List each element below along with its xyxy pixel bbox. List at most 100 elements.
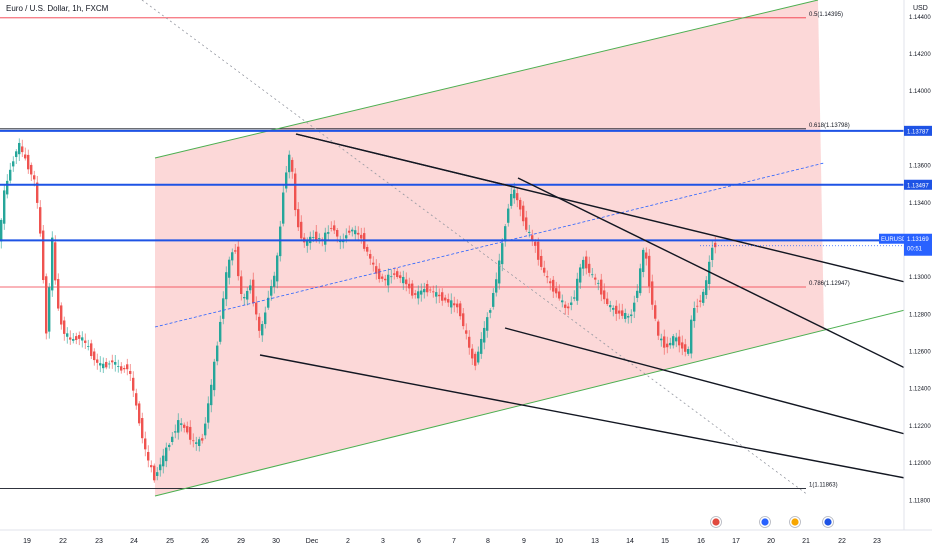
time-tick-6: 29 bbox=[237, 538, 245, 545]
time-tick-4: 25 bbox=[166, 538, 174, 545]
candle-body-199 bbox=[597, 282, 600, 284]
candle-body-10 bbox=[30, 164, 33, 175]
candle-body-16 bbox=[48, 287, 51, 332]
price-tick-2: 1.14000 bbox=[909, 89, 931, 95]
candle-body-68 bbox=[204, 423, 207, 436]
candle-body-43 bbox=[129, 370, 132, 374]
candle-body-213 bbox=[639, 268, 642, 294]
candle-body-72 bbox=[216, 345, 219, 362]
candle-body-150 bbox=[450, 300, 453, 308]
candle-body-18 bbox=[54, 242, 57, 281]
candle-body-201 bbox=[603, 290, 606, 300]
time-tick-20: 17 bbox=[732, 538, 740, 545]
candle-body-79 bbox=[237, 246, 240, 277]
time-tick-12: 7 bbox=[452, 538, 456, 545]
price-tick-9: 1.12600 bbox=[909, 350, 931, 356]
candle-body-235 bbox=[705, 280, 708, 296]
candle-body-138 bbox=[414, 293, 417, 295]
candle-body-228 bbox=[684, 344, 687, 352]
candle-body-216 bbox=[648, 255, 651, 287]
candle-body-73 bbox=[219, 321, 222, 342]
fib-label-0: 0.5(1.14395) bbox=[809, 12, 843, 18]
candle-body-148 bbox=[444, 297, 447, 301]
candle-body-223 bbox=[669, 342, 672, 346]
symbol-title: Euro / U.S. Dollar, 1h, FXCM bbox=[6, 4, 109, 13]
time-tick-19: 16 bbox=[697, 538, 705, 545]
candle-body-7 bbox=[21, 146, 24, 153]
candle-body-175 bbox=[525, 217, 528, 230]
candle-body-187 bbox=[561, 300, 564, 303]
candle-body-62 bbox=[186, 426, 189, 433]
candle-body-192 bbox=[576, 278, 579, 301]
candle-body-87 bbox=[261, 324, 264, 336]
candle-body-145 bbox=[435, 292, 438, 297]
candle-body-97 bbox=[291, 159, 294, 172]
candle-body-224 bbox=[672, 336, 675, 346]
candle-body-24 bbox=[72, 338, 75, 341]
candle-body-141 bbox=[423, 289, 426, 293]
candle-body-164 bbox=[492, 292, 495, 307]
candle-body-153 bbox=[459, 303, 462, 317]
time-tick-1: 22 bbox=[59, 538, 67, 545]
candle-body-214 bbox=[642, 249, 645, 272]
candle-body-156 bbox=[468, 336, 471, 348]
candle-body-128 bbox=[384, 278, 387, 281]
price-tick-13: 1.11800 bbox=[909, 498, 931, 504]
candle-body-143 bbox=[429, 289, 432, 291]
candle-body-92 bbox=[276, 255, 279, 282]
candle-body-185 bbox=[555, 288, 558, 294]
candle-body-220 bbox=[660, 338, 663, 341]
candle-body-17 bbox=[51, 237, 54, 291]
key-level-tag-0 bbox=[904, 125, 932, 136]
candle-body-91 bbox=[273, 275, 276, 287]
candle-body-204 bbox=[612, 307, 615, 310]
candle-body-195 bbox=[585, 256, 588, 269]
candle-body-56 bbox=[168, 444, 171, 448]
candle-body-230 bbox=[690, 319, 693, 354]
candle-body-186 bbox=[558, 291, 561, 299]
flag-icon-eu bbox=[789, 516, 801, 528]
time-tick-17: 14 bbox=[626, 538, 634, 545]
event-icon-2 bbox=[759, 516, 771, 528]
price-tick-7: 1.13000 bbox=[909, 275, 931, 281]
candle-body-96 bbox=[288, 154, 291, 173]
candle-body-58 bbox=[174, 431, 177, 433]
candle-body-166 bbox=[498, 260, 501, 284]
candle-body-39 bbox=[117, 366, 120, 367]
price-tick-12: 1.12000 bbox=[909, 461, 931, 467]
candle-body-179 bbox=[537, 241, 540, 260]
candle-body-122 bbox=[366, 246, 369, 252]
trend-line-2 bbox=[295, 133, 515, 188]
price-tick-1: 1.14200 bbox=[909, 52, 931, 58]
price-tick-5: 1.13400 bbox=[909, 201, 931, 207]
time-tick-15: 10 bbox=[555, 538, 563, 545]
candle-body-130 bbox=[390, 276, 393, 278]
key-level-tag-label-1: 1.13497 bbox=[907, 183, 929, 189]
candle-body-61 bbox=[183, 424, 186, 428]
candle-body-105 bbox=[315, 231, 318, 241]
time-tick-2: 23 bbox=[95, 538, 103, 545]
candle-body-169 bbox=[507, 208, 510, 223]
candle-body-208 bbox=[624, 312, 627, 319]
candle-body-57 bbox=[171, 436, 174, 442]
countdown-timer: 00:51 bbox=[907, 247, 923, 253]
candle-body-6 bbox=[18, 142, 21, 155]
candle-body-137 bbox=[411, 283, 414, 296]
candle-body-33 bbox=[99, 363, 102, 366]
candle-body-136 bbox=[408, 283, 411, 289]
candle-body-40 bbox=[120, 366, 123, 371]
candle-body-116 bbox=[348, 230, 351, 233]
candle-body-142 bbox=[426, 283, 429, 293]
time-tick-14: 9 bbox=[522, 538, 526, 545]
candle-body-55 bbox=[165, 447, 168, 462]
candle-body-71 bbox=[213, 361, 216, 391]
channel-fill bbox=[155, 0, 824, 496]
fib-trendline bbox=[141, 0, 809, 496]
candle-body-146 bbox=[438, 294, 441, 297]
candle-body-32 bbox=[96, 359, 99, 363]
candle-body-25 bbox=[75, 336, 78, 341]
symbol-tag-bg bbox=[879, 233, 904, 244]
candle-body-28 bbox=[84, 340, 87, 343]
